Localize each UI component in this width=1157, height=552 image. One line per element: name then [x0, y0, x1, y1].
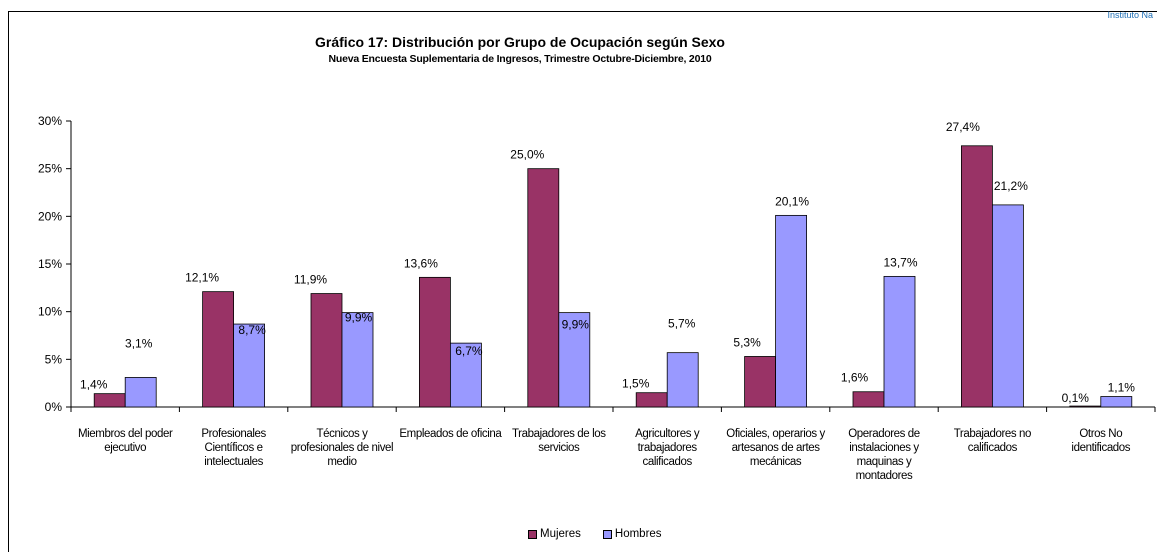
data-label-mujeres: 12,1%	[185, 271, 219, 285]
chart-title: Gráfico 17: Distribución por Grupo de Oc…	[315, 34, 725, 50]
bar-hombres	[775, 214, 807, 408]
data-label-hombres: 8,7%	[238, 323, 266, 337]
bar-mujeres	[852, 391, 885, 408]
legend-item-mujeres: Mujeres	[528, 528, 581, 540]
y-tick-label: 20%	[38, 209, 62, 223]
bar-mujeres	[93, 393, 126, 408]
bar-hombres	[233, 323, 266, 408]
data-label-hombres: 21,2%	[994, 179, 1028, 193]
bar-mujeres	[635, 392, 668, 408]
y-tick-label: 10%	[38, 305, 62, 319]
chart-subtitle: Nueva Encuesta Suplementaria de Ingresos…	[328, 53, 712, 65]
y-tick-label: 15%	[38, 257, 62, 271]
data-label-hombres: 20,1%	[775, 194, 809, 208]
data-label-hombres: 13,7%	[883, 255, 917, 269]
y-tick-label: 25%	[38, 162, 62, 176]
bar-mujeres	[1069, 405, 1102, 408]
bar-mujeres	[418, 276, 451, 408]
x-tick-label: Agricultores y trabajadores calificados	[635, 428, 700, 468]
x-tick-label: Técnicos y profesionales de nivel medio	[290, 428, 394, 468]
x-tick-label: Oficiales, operarios y artesanos de arte…	[726, 428, 825, 468]
legend-label-mujeres: Mujeres	[540, 528, 581, 540]
data-label-hombres: 6,7%	[455, 344, 483, 358]
x-tick-label: Otros No identificados	[1071, 428, 1131, 454]
bar-hombres	[883, 275, 916, 408]
x-tick-label: Operadores de instalaciones y maquinas y…	[848, 428, 920, 482]
data-label-hombres: 5,7%	[668, 317, 696, 331]
y-tick-label: 0%	[45, 400, 63, 414]
bar-hombres	[1100, 396, 1133, 408]
bar-mujeres	[527, 168, 560, 408]
legend-item-hombres: Hombres	[602, 528, 662, 540]
legend: Mujeres Hombres	[528, 528, 684, 540]
bar-mujeres	[961, 145, 993, 408]
bar-hombres	[124, 377, 157, 408]
data-label-mujeres: 27,4%	[946, 120, 980, 134]
chart-frame: Instituto Na	[8, 10, 1157, 552]
bar-hombres	[992, 204, 1024, 408]
x-tick-label: Empleados de oficina	[399, 428, 502, 440]
bar-hombres	[558, 312, 591, 408]
bar-hombres	[666, 352, 699, 408]
legend-swatch-mujeres	[528, 529, 537, 539]
x-tick-label: Trabajadores no calificados	[953, 428, 1032, 454]
bar-mujeres	[310, 293, 343, 408]
bar-hombres	[341, 312, 374, 408]
data-label-mujeres: 11,9%	[294, 273, 327, 287]
data-label-hombres: 3,1%	[125, 336, 153, 350]
data-label-mujeres: 0,1%	[1062, 391, 1090, 405]
data-label-mujeres: 1,6%	[841, 371, 869, 385]
bar-mujeres	[202, 291, 235, 408]
x-tick-label: Profesionales Científicos e intelectuale…	[201, 428, 266, 468]
x-tick-label: Miembros del poder ejecutivo	[77, 428, 173, 454]
data-label-hombres: 9,9%	[345, 311, 373, 325]
data-label-mujeres: 1,4%	[80, 378, 108, 392]
x-tick-label: Trabajadores de los servicios	[511, 428, 606, 454]
bar-hombres	[449, 342, 482, 408]
corner-text: Instituto Na	[1107, 10, 1153, 20]
data-label-mujeres: 25,0%	[510, 148, 544, 162]
y-tick-label: 5%	[45, 352, 63, 366]
data-label-hombres: 1,1%	[1108, 381, 1136, 395]
data-label-mujeres: 5,3%	[733, 335, 761, 349]
data-label-mujeres: 1,5%	[622, 377, 650, 391]
y-tick-label: 30%	[38, 114, 62, 128]
legend-label-hombres: Hombres	[614, 528, 662, 540]
data-label-hombres: 9,9%	[562, 318, 590, 332]
data-label-mujeres: 13,6%	[404, 256, 438, 270]
legend-swatch-hombres	[602, 529, 612, 539]
bar-mujeres	[744, 356, 776, 408]
